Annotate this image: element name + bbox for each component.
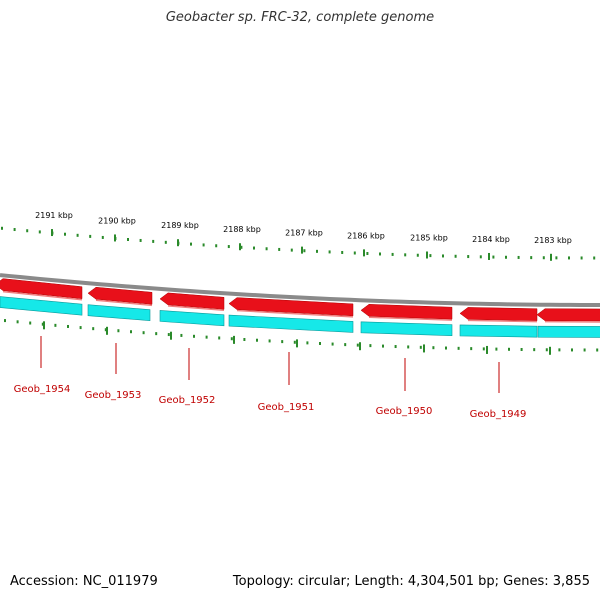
forward-gene-arrow: [459, 307, 538, 321]
reverse-gene-bar: [228, 314, 354, 333]
reverse-gene-bar: [159, 310, 225, 327]
forward-gene-arrow: [87, 286, 153, 305]
kbp-label: 2186 kbp: [347, 231, 385, 240]
forward-gene-arrow: [228, 297, 354, 317]
forward-gene-arrow: [536, 308, 600, 322]
forward-gene-shadow: [2, 290, 83, 301]
gene-label[interactable]: Geob_1953: [85, 390, 142, 401]
reverse-gene-bar: [0, 296, 83, 316]
genome-backbone: [0, 273, 600, 307]
forward-gene-arrow: [159, 292, 225, 310]
kbp-label: 2188 kbp: [223, 225, 261, 234]
genome-summary-text: Topology: circular; Length: 4,304,501 bp…: [232, 574, 590, 589]
forward-gene-arrow: [0, 278, 83, 299]
kbp-label: 2185 kbp: [410, 234, 448, 243]
forward-gene-shadow: [236, 309, 354, 318]
forward-strand-genes: [0, 278, 600, 323]
forward-gene-shadow: [95, 299, 153, 307]
reverse-gene-bar: [459, 324, 538, 338]
gene-label[interactable]: Geob_1952: [159, 395, 216, 406]
gene-label[interactable]: Geob_1951: [258, 402, 315, 413]
accession-text: Accession: NC_011979: [10, 574, 158, 589]
kbp-label: 2190 kbp: [98, 216, 136, 225]
reverse-gene-bar: [360, 321, 453, 337]
genome-title: Geobacter sp. FRC-32, complete genome: [165, 10, 435, 25]
gene-labels: Geob_1954 Geob_1953 Geob_1952 Geob_1951 Geob…: [14, 336, 527, 420]
forward-gene-shadow: [368, 316, 453, 321]
forward-gene-arrow: [360, 304, 453, 320]
reverse-strand-genes: [0, 296, 600, 338]
backbone-line: [0, 273, 600, 307]
forward-gene-shadow: [467, 319, 538, 323]
reverse-gene-bar: [87, 304, 151, 322]
kbp-label: 2191 kbp: [35, 211, 73, 220]
gene-label[interactable]: Geob_1950: [376, 406, 433, 417]
kbp-labels: 2191 kbp 2190 kbp 2189 kbp 2188 kbp 2187 kbp…: [35, 211, 572, 245]
kbp-label: 2184 kbp: [472, 235, 510, 244]
kbp-label: 2187 kbp: [285, 229, 323, 238]
forward-gene-shadow: [167, 305, 225, 311]
gene-label[interactable]: Geob_1949: [470, 409, 527, 420]
kbp-scale-bottom: [4, 319, 599, 355]
gene-label[interactable]: Geob_1954: [14, 384, 71, 395]
reverse-gene-bar: [537, 325, 600, 338]
kbp-label: 2183 kbp: [534, 236, 572, 245]
kbp-scale-top: [1, 226, 596, 261]
kbp-label: 2189 kbp: [161, 221, 199, 230]
